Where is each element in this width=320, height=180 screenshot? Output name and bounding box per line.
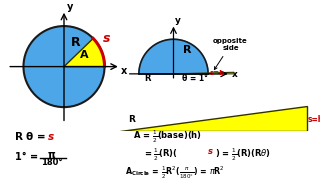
Text: 1° =: 1° = [15, 152, 42, 162]
Text: θ =: θ = [26, 132, 50, 143]
Text: s=h: s=h [210, 70, 225, 76]
Text: A: A [80, 51, 89, 60]
Polygon shape [120, 106, 307, 131]
Text: A$_{\mathregular{Circle}}$ = $\frac{1}{2}$R$^2$($\frac{\pi}{180°}$) = $\pi$R$^2$: A$_{\mathregular{Circle}}$ = $\frac{1}{2… [125, 165, 225, 180]
Text: R: R [144, 75, 151, 84]
Text: θ = 1°: θ = 1° [182, 75, 208, 84]
Text: R: R [128, 115, 135, 124]
Text: x: x [121, 66, 127, 76]
Text: R: R [71, 35, 81, 49]
Polygon shape [173, 72, 234, 74]
Text: A = $\frac{1}{2}$(base)(h): A = $\frac{1}{2}$(base)(h) [132, 129, 202, 145]
Text: π: π [48, 150, 56, 160]
Text: y: y [67, 2, 73, 12]
Text: = $\frac{1}{2}$(R)(: = $\frac{1}{2}$(R)( [144, 147, 178, 163]
Text: R: R [183, 45, 192, 55]
Text: R: R [15, 132, 23, 143]
Text: s=h: s=h [308, 115, 320, 124]
Text: y: y [175, 16, 181, 25]
Text: x: x [232, 70, 237, 79]
Text: ) = $\frac{1}{2}$(R)(R$\theta$): ) = $\frac{1}{2}$(R)(R$\theta$) [215, 147, 271, 163]
Text: s: s [48, 132, 54, 143]
Text: s: s [102, 32, 110, 45]
Wedge shape [64, 39, 105, 67]
Text: s: s [208, 147, 213, 156]
Text: 180°: 180° [41, 158, 63, 167]
Polygon shape [139, 39, 208, 74]
Circle shape [23, 26, 105, 107]
Text: opposite
side: opposite side [213, 38, 248, 69]
